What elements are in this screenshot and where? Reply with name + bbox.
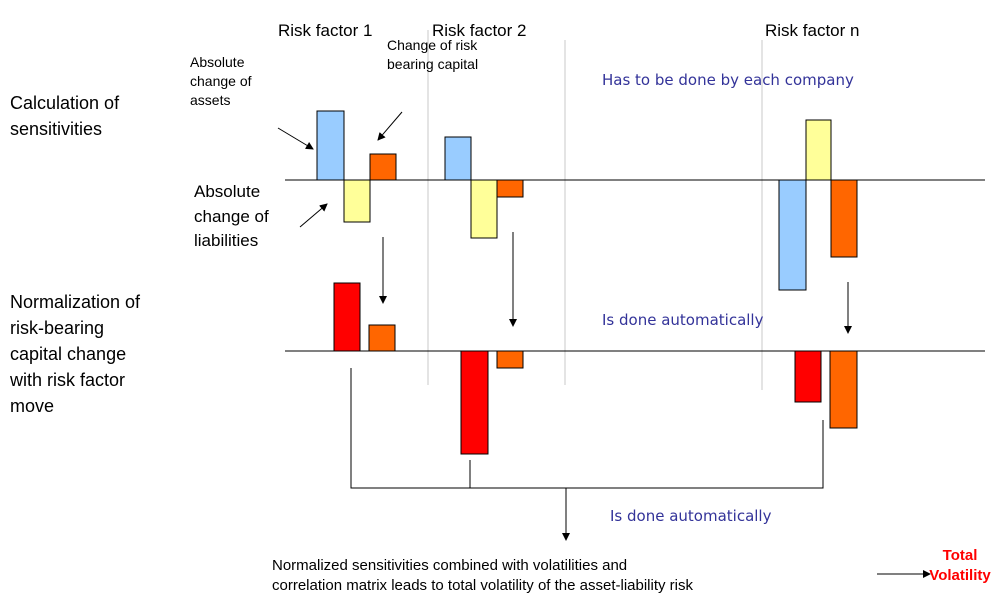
column-header: Risk factor n: [765, 21, 859, 40]
liabilities-bar: [343, 179, 371, 223]
callout: bearing capital: [387, 56, 478, 72]
callout: Change of risk: [387, 37, 478, 53]
column-header: Risk factor 1: [278, 21, 372, 40]
callout: change of: [190, 73, 252, 89]
normalized-bar: [460, 350, 489, 455]
arrow: [277, 127, 314, 150]
arrow: [377, 111, 403, 141]
step-label: with risk factor: [9, 370, 125, 390]
capital-bar: [829, 350, 858, 429]
step-label: Normalization of: [10, 292, 141, 312]
footer-text: correlation matrix leads to total volati…: [272, 577, 693, 594]
liabilities-bar: [470, 179, 498, 239]
step-label: risk-bearing: [10, 318, 104, 338]
callout: change of: [194, 207, 269, 226]
capital-bar: [368, 324, 396, 352]
capital-bar: [496, 350, 524, 369]
column-header: Risk factor 2: [432, 21, 526, 40]
assets-bar: [444, 136, 472, 181]
capital-bar: [369, 153, 397, 181]
normalized-bar: [333, 282, 361, 352]
step-label: move: [10, 396, 54, 416]
note: Has to be done by each company: [602, 71, 854, 89]
arrow: [299, 203, 328, 228]
footer-text: Normalized sensitivities combined with v…: [272, 557, 627, 574]
bracket: [350, 368, 824, 489]
assets-bar: [778, 179, 807, 291]
callout: Absolute: [194, 182, 260, 201]
capital-bar: [496, 179, 524, 198]
result-label: Volatility: [929, 567, 991, 584]
assets-bar: [316, 110, 345, 181]
step-label: Calculation of: [10, 93, 120, 113]
step-label: sensitivities: [10, 119, 102, 139]
step-label: capital change: [10, 344, 126, 364]
normalized-bar: [794, 350, 822, 403]
capital-bar: [830, 179, 858, 258]
note: Is done automatically: [602, 311, 764, 329]
result-label: Total: [943, 547, 978, 564]
note: Is done automatically: [610, 507, 772, 525]
callout: liabilities: [194, 231, 258, 250]
callout: assets: [190, 92, 230, 108]
callout: Absolute: [190, 54, 245, 70]
liabilities-bar: [805, 119, 832, 181]
